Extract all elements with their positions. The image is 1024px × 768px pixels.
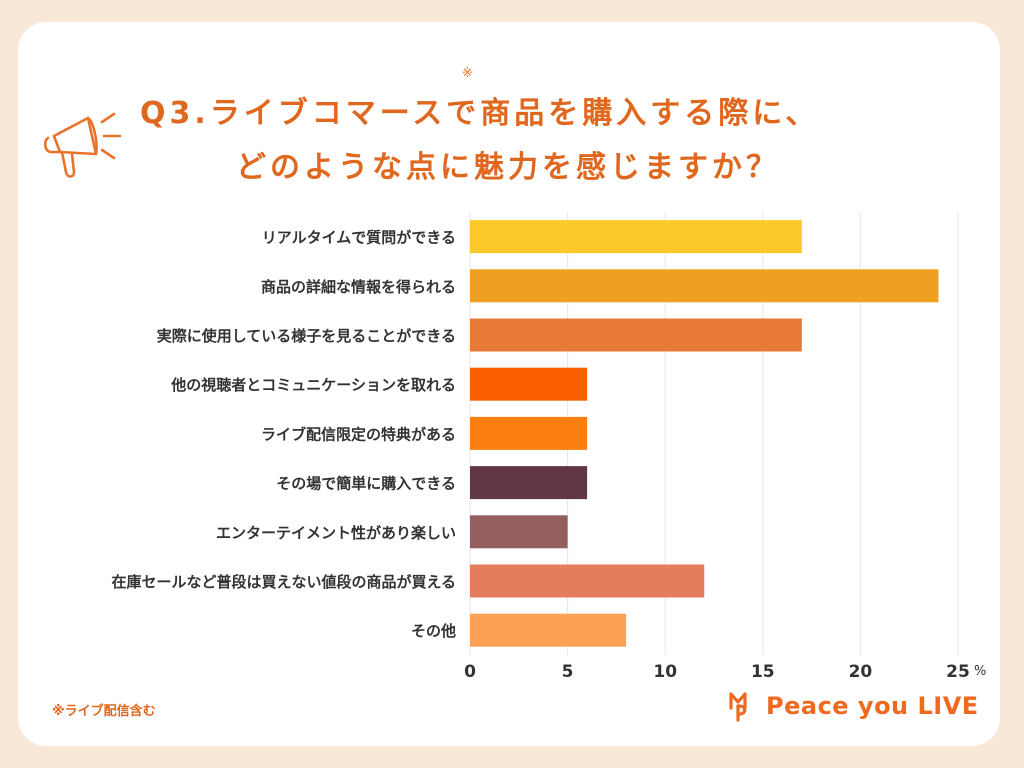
bar-5 [470, 416, 588, 450]
bar-3 [470, 318, 802, 352]
peace-you-live-logo-icon [729, 692, 747, 722]
chart-title-line-2: どのような点に魅力を感じますか？ [236, 150, 780, 185]
x-tick-label-25: 25 [946, 662, 970, 682]
x-tick-label-0: 0 [464, 662, 476, 682]
bar-8 [470, 564, 705, 598]
category-label-3: 実際に使用している様子を見ることができる [157, 327, 456, 345]
category-label-5: ライブ配信限定の特典がある [261, 425, 456, 443]
bar-6 [470, 466, 588, 500]
category-label-7: エンターテイメント性があり楽しい [216, 524, 456, 542]
x-tick-label-5: 5 [562, 662, 574, 682]
bar-1 [470, 220, 802, 254]
chart-title-line-1: Q3.ライブコマースで商品を購入する際に、 [140, 96, 820, 131]
bar-9 [470, 613, 627, 647]
category-label-9: その他 [411, 622, 456, 640]
brand-logo: Peace you LIVE [728, 690, 979, 722]
x-tick-label-15: 15 [751, 662, 775, 682]
category-label-4: 他の視聴者とコミュニケーションを取れる [170, 376, 456, 394]
title-reference-mark: ※ [462, 66, 473, 81]
x-tick-label-10: 10 [653, 662, 677, 682]
category-label-6: その場で簡単に購入できる [276, 475, 456, 493]
x-axis-unit: % [974, 664, 986, 679]
bar-7 [470, 515, 568, 549]
category-label-1: リアルタイムで質問ができる [262, 229, 456, 247]
bar-2 [470, 269, 939, 303]
category-label-8: 在庫セールなど普段は買えない値段の商品が買える [111, 573, 456, 591]
megaphone-icon [43, 112, 122, 178]
category-label-2: 商品の詳細な情報を得られる [261, 278, 456, 296]
bar-4 [470, 367, 588, 401]
brand-name: Peace you LIVE [766, 692, 979, 720]
footnote: ※ライブ配信含む [52, 704, 156, 719]
x-tick-label-20: 20 [849, 662, 873, 682]
